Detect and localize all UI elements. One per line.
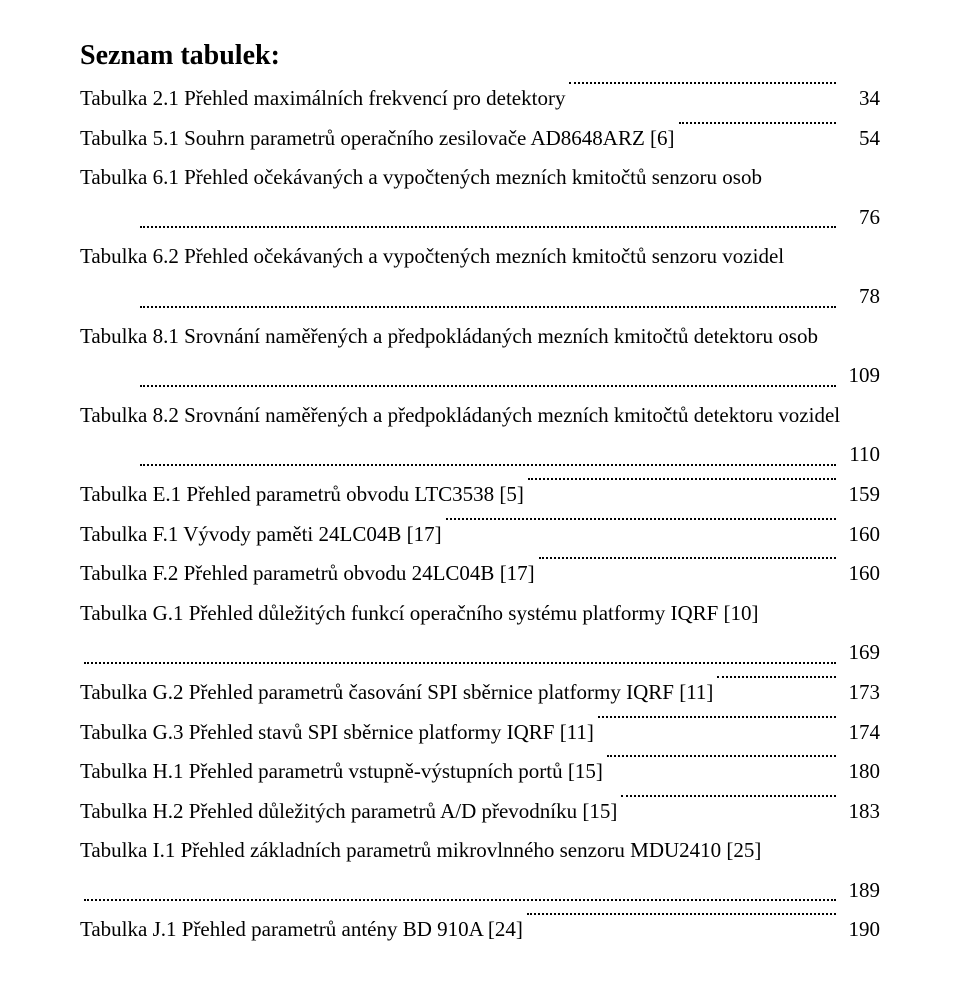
toc-entry: Tabulka H.1 Přehled parametrů vstupně-vý… bbox=[80, 755, 880, 789]
toc-entry: Tabulka G.1 Přehled důležitých funkcí op… bbox=[80, 597, 880, 631]
toc-page-number: 160 bbox=[840, 557, 880, 591]
toc-leader bbox=[607, 755, 836, 757]
toc-label: Tabulka G.2 Přehled parametrů časování S… bbox=[80, 676, 713, 710]
toc-lead: Tabulka H.2 Přehled důležitých parametrů… bbox=[80, 795, 840, 829]
toc-entry-continuation: 109 bbox=[80, 359, 880, 393]
toc-label: Tabulka F.1 Vývody paměti 24LC04B [17] bbox=[80, 518, 442, 552]
toc-lead: Tabulka 6.2 Přehled očekávaných a vypočt… bbox=[80, 240, 880, 274]
toc-leader bbox=[528, 478, 836, 480]
toc-label: Tabulka H.1 Přehled parametrů vstupně-vý… bbox=[80, 755, 603, 789]
toc-entry: Tabulka 2.1 Přehled maximálních frekvenc… bbox=[80, 82, 880, 116]
toc-page-number: 180 bbox=[840, 755, 880, 789]
toc-entry: Tabulka G.3 Přehled stavů SPI sběrnice p… bbox=[80, 716, 880, 750]
toc-entry-continuation: 78 bbox=[80, 280, 880, 314]
toc-page-number: 169 bbox=[840, 636, 880, 670]
toc-label: Tabulka 6.2 Přehled očekávaných a vypočt… bbox=[80, 240, 784, 274]
toc-page-number: 189 bbox=[840, 874, 880, 908]
toc-lead: Tabulka 8.2 Srovnání naměřených a předpo… bbox=[80, 399, 880, 433]
toc-label: Tabulka 5.1 Souhrn parametrů operačního … bbox=[80, 122, 675, 156]
toc-entry: Tabulka H.2 Přehled důležitých parametrů… bbox=[80, 795, 880, 829]
toc-entry: Tabulka 5.1 Souhrn parametrů operačního … bbox=[80, 122, 880, 156]
toc-page-number: 76 bbox=[840, 201, 880, 235]
toc-lead bbox=[80, 385, 840, 393]
toc-entry: Tabulka I.1 Přehled základních parametrů… bbox=[80, 834, 880, 868]
toc-page-number: 159 bbox=[840, 478, 880, 512]
toc-leader bbox=[717, 676, 836, 678]
toc-label: Tabulka G.1 Přehled důležitých funkcí op… bbox=[80, 597, 759, 631]
toc-page-number: 190 bbox=[840, 913, 880, 947]
toc-leader bbox=[527, 913, 836, 915]
toc-entry: Tabulka 6.1 Přehled očekávaných a vypočt… bbox=[80, 161, 880, 195]
table-of-contents: Tabulka 2.1 Přehled maximálních frekvenc… bbox=[80, 82, 880, 947]
page-title: Seznam tabulek: bbox=[80, 40, 880, 72]
toc-lead bbox=[80, 464, 840, 472]
toc-page-number: 109 bbox=[840, 359, 880, 393]
toc-label: Tabulka 8.2 Srovnání naměřených a předpo… bbox=[80, 399, 840, 433]
toc-lead: Tabulka I.1 Přehled základních parametrů… bbox=[80, 834, 880, 868]
toc-leader bbox=[84, 899, 836, 901]
toc-lead: Tabulka F.2 Přehled parametrů obvodu 24L… bbox=[80, 557, 840, 591]
toc-entry: Tabulka E.1 Přehled parametrů obvodu LTC… bbox=[80, 478, 880, 512]
toc-label: Tabulka I.1 Přehled základních parametrů… bbox=[80, 834, 761, 868]
toc-leader bbox=[84, 662, 836, 664]
toc-lead: Tabulka 6.1 Přehled očekávaných a vypočt… bbox=[80, 161, 880, 195]
toc-lead bbox=[80, 306, 840, 314]
toc-label: Tabulka H.2 Přehled důležitých parametrů… bbox=[80, 795, 617, 829]
toc-page-number: 54 bbox=[840, 122, 880, 156]
toc-leader bbox=[621, 795, 836, 797]
toc-leader bbox=[140, 226, 836, 228]
toc-lead: Tabulka F.1 Vývody paměti 24LC04B [17] bbox=[80, 518, 840, 552]
toc-lead: Tabulka 5.1 Souhrn parametrů operačního … bbox=[80, 122, 840, 156]
toc-label: Tabulka 6.1 Přehled očekávaných a vypočt… bbox=[80, 161, 762, 195]
toc-lead bbox=[80, 662, 840, 670]
toc-entry-continuation: 169 bbox=[80, 636, 880, 670]
toc-lead: Tabulka H.1 Přehled parametrů vstupně-vý… bbox=[80, 755, 840, 789]
toc-entry: Tabulka 8.2 Srovnání naměřených a předpo… bbox=[80, 399, 880, 433]
toc-label: Tabulka F.2 Přehled parametrů obvodu 24L… bbox=[80, 557, 535, 591]
toc-page-number: 34 bbox=[840, 82, 880, 116]
toc-page-number: 160 bbox=[840, 518, 880, 552]
toc-lead: Tabulka E.1 Přehled parametrů obvodu LTC… bbox=[80, 478, 840, 512]
toc-page-number: 174 bbox=[840, 716, 880, 750]
toc-page-number: 110 bbox=[840, 438, 880, 472]
toc-leader bbox=[140, 306, 836, 308]
toc-lead bbox=[80, 226, 840, 234]
toc-page-number: 173 bbox=[840, 676, 880, 710]
page: Seznam tabulek: Tabulka 2.1 Přehled maxi… bbox=[0, 0, 960, 1005]
toc-entry: Tabulka J.1 Přehled parametrů antény BD … bbox=[80, 913, 880, 947]
toc-entry-continuation: 189 bbox=[80, 874, 880, 908]
toc-label: Tabulka E.1 Přehled parametrů obvodu LTC… bbox=[80, 478, 524, 512]
toc-entry: Tabulka 6.2 Přehled očekávaných a vypočt… bbox=[80, 240, 880, 274]
toc-entry: Tabulka F.2 Přehled parametrů obvodu 24L… bbox=[80, 557, 880, 591]
toc-leader bbox=[140, 464, 836, 466]
toc-entry: Tabulka 8.1 Srovnání naměřených a předpo… bbox=[80, 320, 880, 354]
toc-page-number: 78 bbox=[840, 280, 880, 314]
toc-label: Tabulka 2.1 Přehled maximálních frekvenc… bbox=[80, 82, 565, 116]
toc-lead: Tabulka G.3 Přehled stavů SPI sběrnice p… bbox=[80, 716, 840, 750]
toc-leader bbox=[446, 518, 836, 520]
toc-lead: Tabulka G.2 Přehled parametrů časování S… bbox=[80, 676, 840, 710]
toc-entry: Tabulka F.1 Vývody paměti 24LC04B [17] 16… bbox=[80, 518, 880, 552]
toc-label: Tabulka G.3 Přehled stavů SPI sběrnice p… bbox=[80, 716, 594, 750]
toc-lead: Tabulka 8.1 Srovnání naměřených a předpo… bbox=[80, 320, 880, 354]
toc-lead bbox=[80, 899, 840, 907]
toc-leader bbox=[140, 385, 836, 387]
toc-label: Tabulka 8.1 Srovnání naměřených a předpo… bbox=[80, 320, 818, 354]
toc-lead: Tabulka 2.1 Přehled maximálních frekvenc… bbox=[80, 82, 840, 116]
toc-leader bbox=[679, 122, 836, 124]
toc-entry-continuation: 76 bbox=[80, 201, 880, 235]
toc-lead: Tabulka G.1 Přehled důležitých funkcí op… bbox=[80, 597, 880, 631]
toc-leader bbox=[598, 716, 836, 718]
toc-entry: Tabulka G.2 Přehled parametrů časování S… bbox=[80, 676, 880, 710]
toc-page-number: 183 bbox=[840, 795, 880, 829]
toc-entry-continuation: 110 bbox=[80, 438, 880, 472]
toc-leader bbox=[569, 82, 836, 84]
toc-leader bbox=[539, 557, 836, 559]
toc-label: Tabulka J.1 Přehled parametrů antény BD … bbox=[80, 913, 523, 947]
toc-lead: Tabulka J.1 Přehled parametrů antény BD … bbox=[80, 913, 840, 947]
